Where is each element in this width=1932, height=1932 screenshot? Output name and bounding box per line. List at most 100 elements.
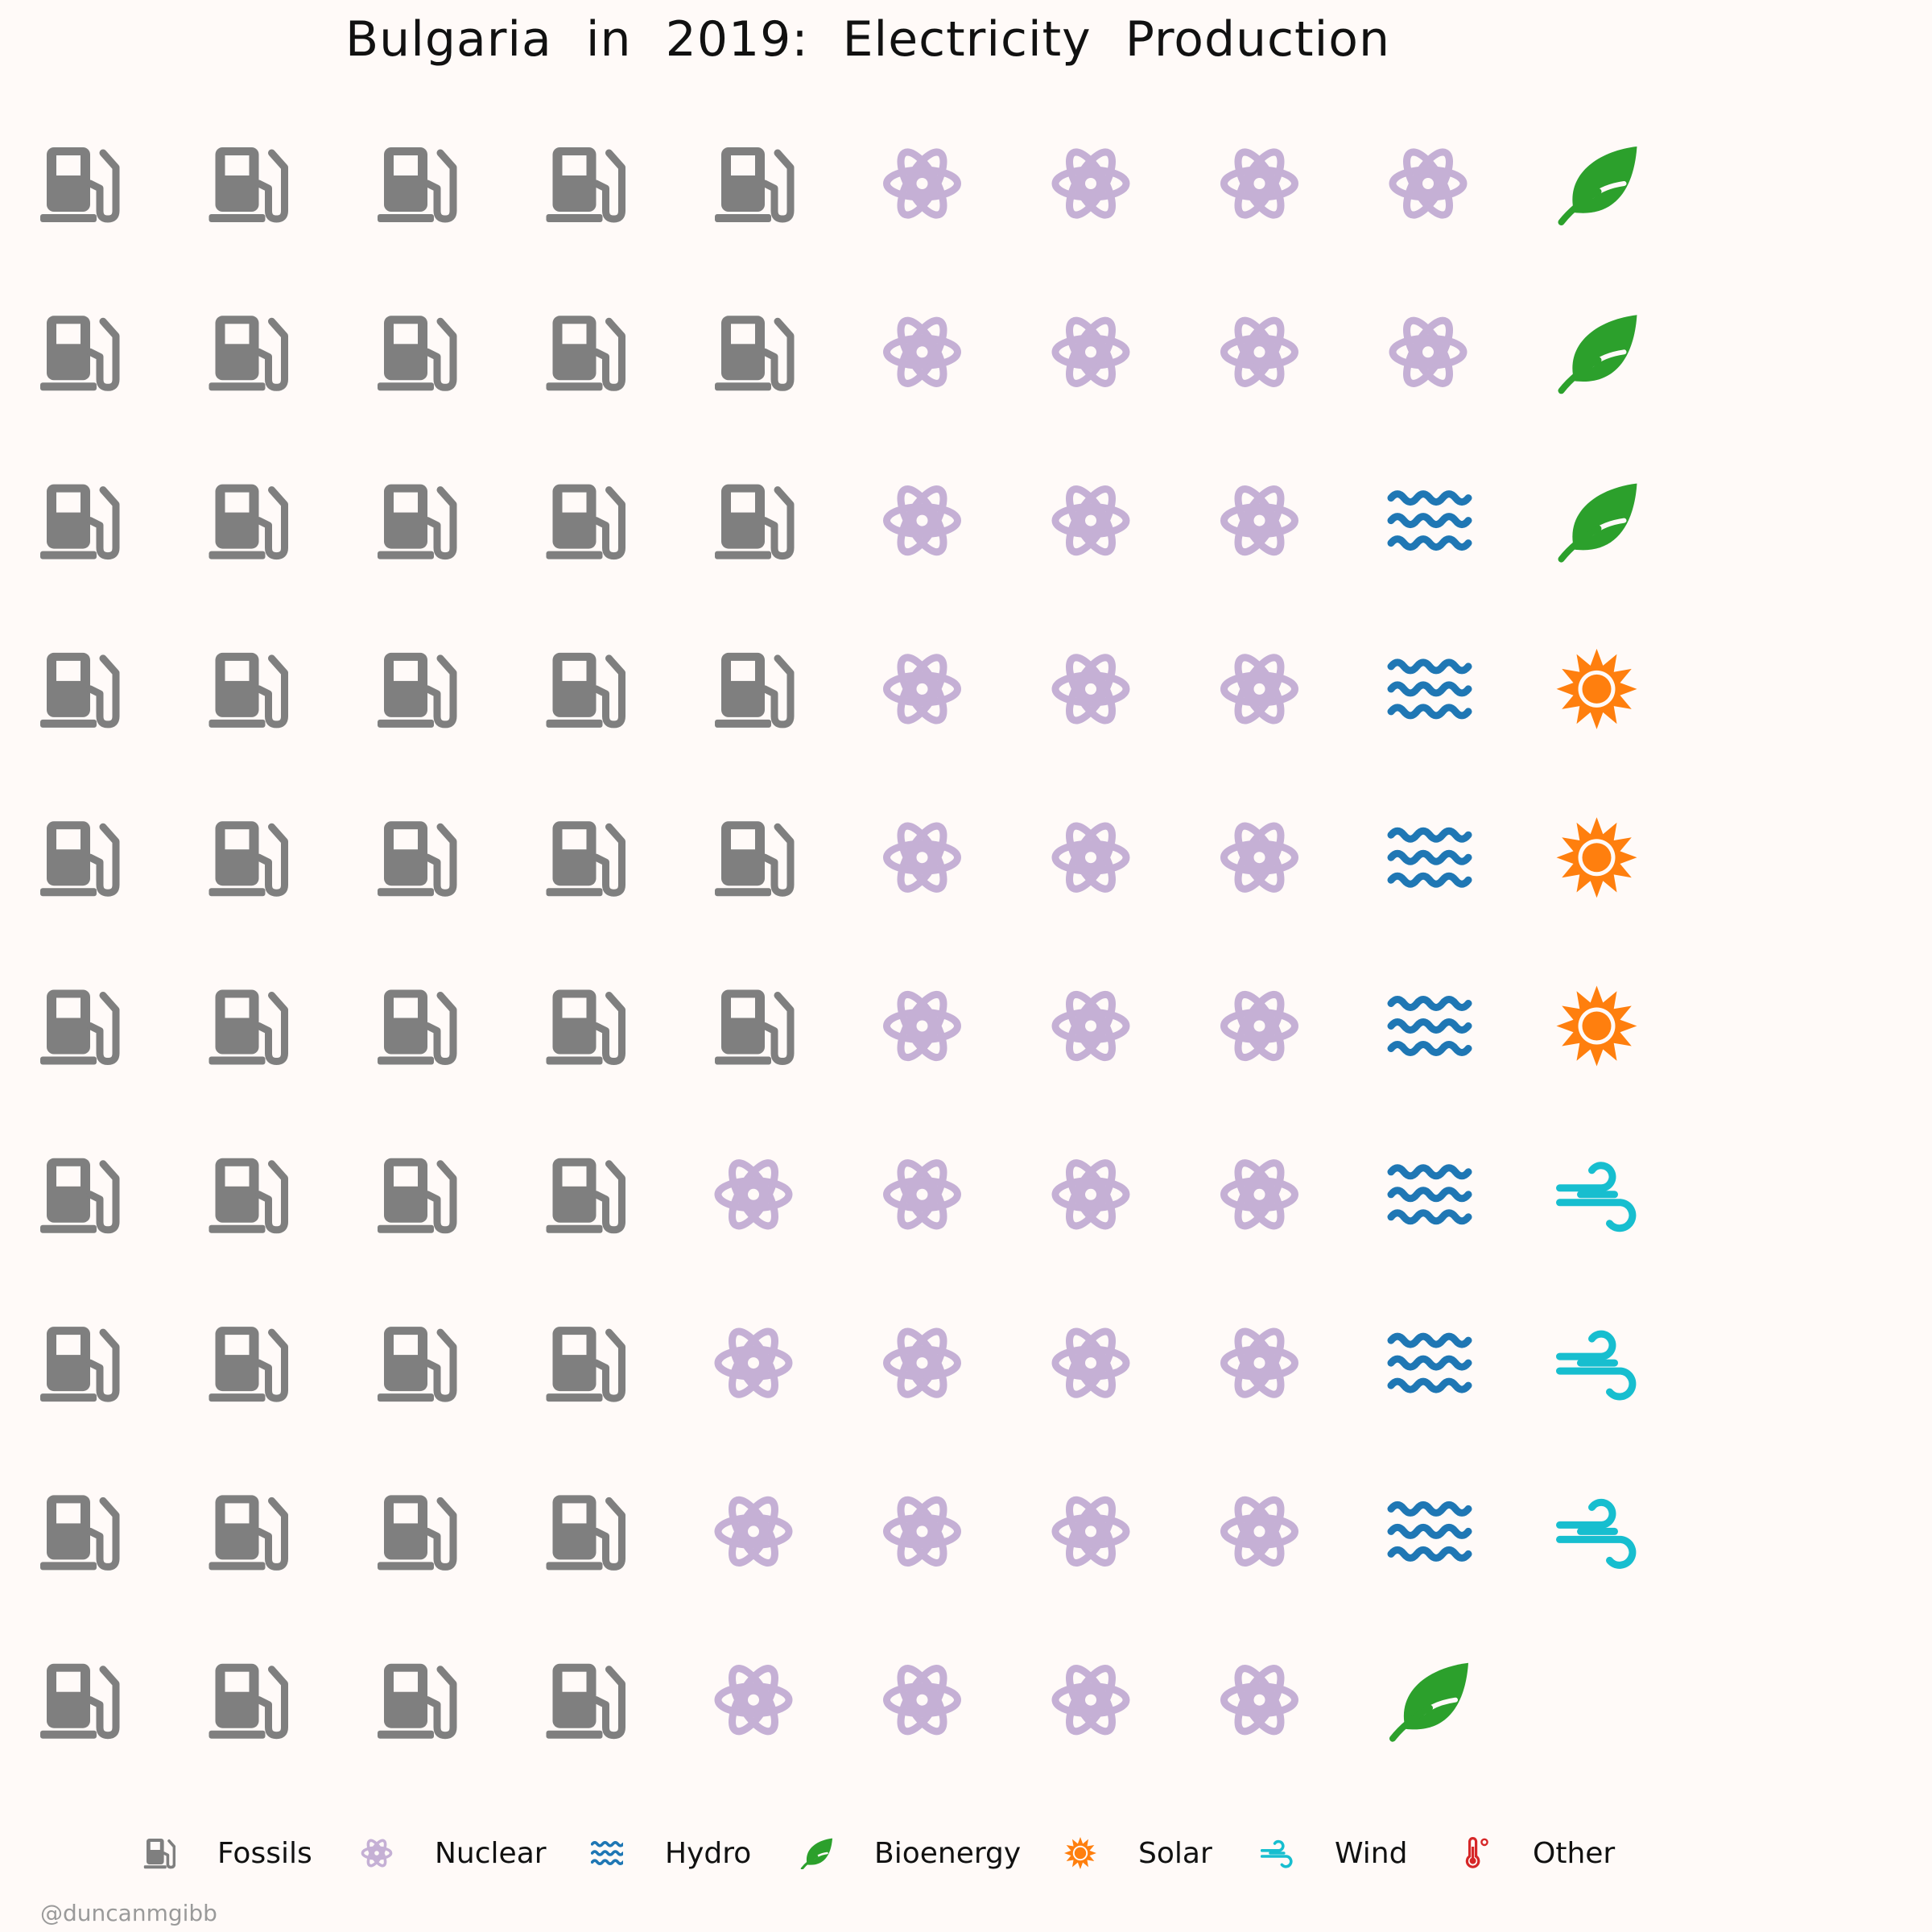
waffle-cell-fossils	[40, 1158, 120, 1234]
waffle-cell-fossils	[40, 821, 120, 897]
waffle-cell-solar	[1556, 817, 1637, 898]
waffle-cell-fossils	[40, 989, 120, 1065]
legend-item-bioenergy: Bioenergy	[800, 1821, 1021, 1885]
waffle-cell-fossils	[546, 1158, 625, 1234]
waffle-cell-fossils	[378, 652, 457, 729]
waffle-cell-fossils	[715, 652, 795, 729]
legend-label: Hydro	[665, 1836, 752, 1870]
waffle-cell-fossils	[208, 484, 288, 560]
waffle-cell-nuclear	[1220, 148, 1298, 219]
waffle-cell-fossils	[715, 484, 795, 560]
waffle-cell-nuclear	[1051, 1327, 1130, 1398]
waffle-cell-fossils	[40, 1495, 120, 1571]
waffle-cell-fossils	[546, 147, 625, 223]
waffle-cell-nuclear	[1051, 485, 1130, 556]
waffle-cell-fossils	[546, 989, 625, 1065]
waffle-cell-fossils	[715, 821, 795, 897]
legend-label: Other	[1533, 1836, 1616, 1870]
waffle-cell-bioenergy	[1558, 147, 1637, 225]
waffle-cell-nuclear	[883, 654, 961, 724]
waffle-cell-nuclear	[1051, 148, 1130, 219]
waffle-cell-nuclear	[1389, 316, 1468, 387]
legend-label: Wind	[1335, 1836, 1408, 1870]
waffle-cell-nuclear	[883, 1665, 961, 1736]
legend-item-other: Other	[1459, 1821, 1615, 1885]
waffle-cell-fossils	[378, 316, 457, 391]
waffle-cell-solar	[1556, 985, 1637, 1067]
waffle-cell-nuclear	[1051, 822, 1130, 893]
waffle-cell-nuclear	[1051, 654, 1130, 724]
waffle-cell-fossils	[546, 1495, 625, 1571]
legend-label: Bioenergy	[874, 1836, 1022, 1870]
waffle-cell-fossils	[40, 316, 120, 391]
waffle-cell-fossils	[208, 1158, 288, 1234]
waffle-cell-nuclear	[714, 1665, 793, 1736]
waffle-cell-fossils	[40, 1327, 120, 1402]
legend-item-solar: Solar	[1064, 1821, 1212, 1885]
chart-title: Bulgaria in 2019: Electricity Production	[345, 11, 1390, 68]
waffle-cell-fossils	[40, 652, 120, 729]
waffle-cell-bioenergy	[1389, 1662, 1468, 1742]
waffle-cell-nuclear	[883, 485, 961, 556]
credit-text: @duncanmgibb	[40, 1900, 217, 1926]
waffle-cell-nuclear	[714, 1496, 793, 1567]
waffle-cell-nuclear	[1220, 1496, 1298, 1567]
waffle-cell-nuclear	[1220, 822, 1298, 893]
waffle-cell-nuclear	[714, 1159, 793, 1230]
waffle-cell-nuclear	[883, 148, 961, 219]
leaf-icon	[800, 1838, 832, 1869]
waffle-cell-fossils	[715, 989, 795, 1065]
waffle-cell-hydro	[1387, 1164, 1472, 1225]
waffle-cell-fossils	[208, 1663, 288, 1740]
waffle-cell-nuclear	[1220, 1159, 1298, 1230]
waffle-cell-hydro	[1387, 658, 1472, 720]
waffle-cell-fossils	[378, 821, 457, 897]
legend-item-nuclear: Nuclear	[361, 1821, 547, 1885]
legend-label: Solar	[1138, 1836, 1212, 1870]
legend-item-hydro: Hydro	[591, 1821, 751, 1885]
waffle-cell-fossils	[546, 316, 625, 391]
waffle-cell-nuclear	[1051, 316, 1130, 387]
waffle-cell-fossils	[378, 1663, 457, 1740]
waffle-cell-hydro	[1387, 1501, 1472, 1562]
waffle-cell-bioenergy	[1558, 483, 1637, 563]
waffle-cell-fossils	[208, 821, 288, 897]
waffle-cell-nuclear	[1051, 1159, 1130, 1230]
waffle-cell-nuclear	[714, 1327, 793, 1398]
waffle-cell-fossils	[378, 1495, 457, 1571]
waffle-cell-fossils	[208, 147, 288, 223]
waffle-cell-nuclear	[1389, 148, 1468, 219]
waffle-cell-fossils	[208, 652, 288, 729]
thermometer-icon	[1465, 1837, 1488, 1868]
waffle-cell-fossils	[40, 484, 120, 560]
gas-pump-icon	[143, 1839, 175, 1869]
legend-item-fossils: Fossils	[143, 1821, 312, 1885]
waffle-cell-wind	[1556, 1162, 1637, 1232]
waffle-cell-nuclear	[1220, 654, 1298, 724]
atom-icon	[361, 1839, 393, 1868]
waffle-cell-nuclear	[883, 316, 961, 387]
waffle-cell-fossils	[378, 989, 457, 1065]
waffle-cell-nuclear	[883, 822, 961, 893]
wind-icon	[1261, 1839, 1293, 1868]
waffle-cell-fossils	[546, 652, 625, 729]
waffle-cell-nuclear	[1051, 1665, 1130, 1736]
waffle-cell-nuclear	[1220, 1665, 1298, 1736]
waffle-cell-fossils	[378, 147, 457, 223]
waffle-cell-nuclear	[1220, 485, 1298, 556]
legend-label: Nuclear	[435, 1836, 547, 1870]
waffle-cell-nuclear	[883, 1159, 961, 1230]
waffle-cell-fossils	[378, 484, 457, 560]
waffle-cell-fossils	[546, 821, 625, 897]
waffle-cell-fossils	[546, 1663, 625, 1740]
waffle-cell-hydro	[1387, 1332, 1472, 1393]
waffle-cell-nuclear	[1051, 990, 1130, 1062]
waffle-cell-hydro	[1387, 490, 1472, 551]
waffle-cell-hydro	[1387, 996, 1472, 1056]
waffle-cell-fossils	[546, 1327, 625, 1402]
legend: Fossils Nuclear Hydro Bioenergy Solar Win…	[0, 1821, 1932, 1885]
water-icon	[591, 1841, 623, 1865]
waffle-cell-fossils	[208, 316, 288, 391]
waffle-cell-fossils	[546, 484, 625, 560]
waffle-cell-wind	[1556, 1498, 1637, 1569]
